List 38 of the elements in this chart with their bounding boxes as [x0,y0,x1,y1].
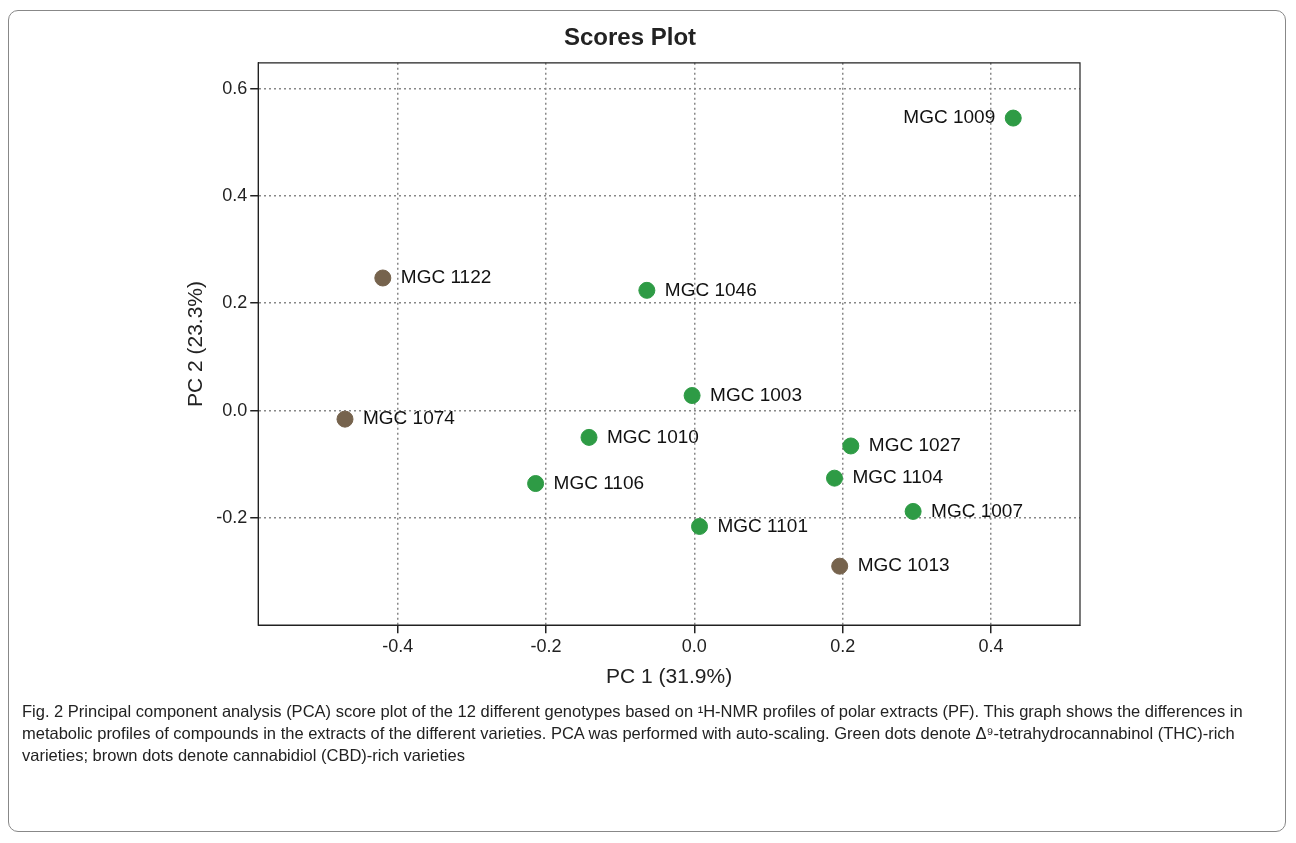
point [580,428,598,446]
y-tick-label: -0.2 [216,506,248,527]
y-tick-label: 0.6 [222,77,248,98]
x-tick-label: 0.0 [681,635,707,656]
point [904,502,922,520]
point [527,475,545,493]
x-axis-title: PC 1 (31.9%) [606,664,733,688]
y-axis-title: PC 2 (23.3%) [183,280,207,408]
annotation: MGC 1003 [710,383,802,405]
annotation: MGC 1101 [717,514,808,536]
x-tick-label: -0.4 [382,635,414,656]
annotation: MGC 1007 [931,499,1023,521]
x-tick-label: 0.4 [978,635,1004,656]
point [831,557,849,575]
x-tick-label: -0.2 [530,635,562,656]
x-tick-label: 0.2 [830,635,856,656]
point [374,269,392,287]
annotation: MGC 1027 [868,434,961,456]
point [691,517,709,535]
chart-title: Scores Plot [563,23,697,51]
y-tick-label: 0.0 [222,399,248,420]
y-tick-label: 0.4 [222,184,248,205]
annotation: MGC 1009 [903,106,996,128]
annotation: MGC 1106 [553,471,645,493]
y-tick-label: 0.2 [222,292,248,313]
point [1004,109,1022,127]
annotation: MGC 1074 [362,407,456,429]
annotation: MGC 1010 [607,425,699,447]
point [683,387,701,405]
point [336,410,354,428]
point [826,469,843,487]
point [842,437,860,455]
annotation: MGC 1122 [400,266,492,288]
annotation: MGC 1104 [852,466,944,488]
caption: Fig. 2 Principal component analysis (PCA) score plot of the 12 different genotypes based on ¹H-NMR profiles of polar extracts (PF). This graph shows the differences in metabolic profiles of compounds in the extracts of the different varieties. PCA was performed with auto-scaling. Green dots denote Δ⁹-tetrahydrocannabinol (THC)-rich varieties; brown dots denote cannabidiol (CBD)-rich varieties [22,701,1244,766]
annotation: MGC 1046 [664,278,757,300]
annotation: MGC 1013 [857,554,950,576]
point [638,281,656,299]
